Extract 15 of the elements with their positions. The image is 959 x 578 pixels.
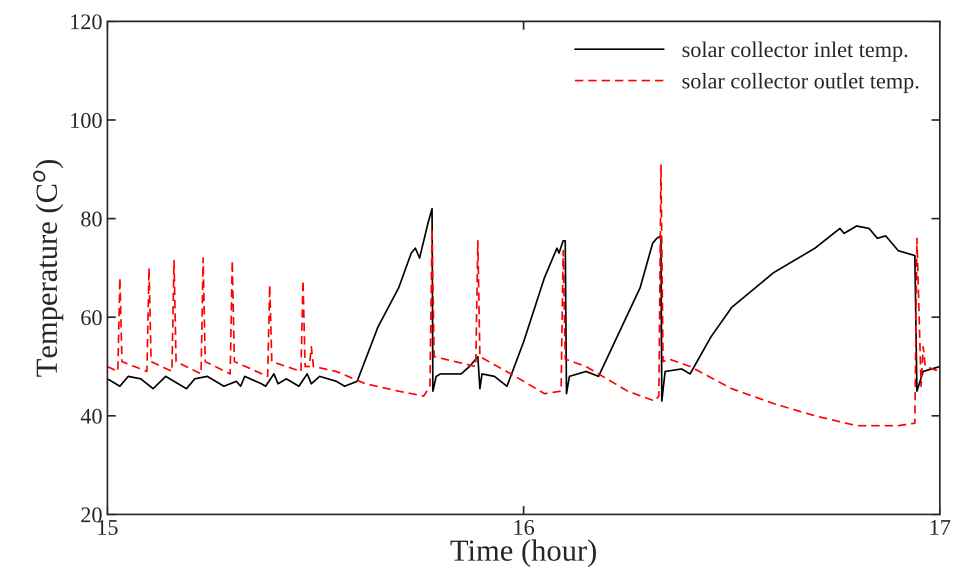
y-tick-label: 20 xyxy=(81,507,102,522)
legend-label: solar collector inlet temp. xyxy=(682,42,908,62)
y-tick-label: 100 xyxy=(71,112,102,128)
legend-label: solar collector outlet temp. xyxy=(682,72,918,94)
y-tick-label: 80 xyxy=(81,212,102,227)
x-axis-title: Time (hour) xyxy=(450,539,596,568)
y-tick-label: 120 xyxy=(71,14,102,30)
x-tick-label: 17 xyxy=(930,520,950,535)
line-series xyxy=(107,208,940,402)
x-tick-label: 16 xyxy=(514,520,534,535)
line-series xyxy=(107,164,940,427)
x-tick-label: 15 xyxy=(98,520,118,535)
y-axis-title: Temperature (C$^{o}$) xyxy=(33,160,64,377)
y-tick-label: 40 xyxy=(80,408,102,424)
y-tick-label: 60 xyxy=(81,310,102,326)
